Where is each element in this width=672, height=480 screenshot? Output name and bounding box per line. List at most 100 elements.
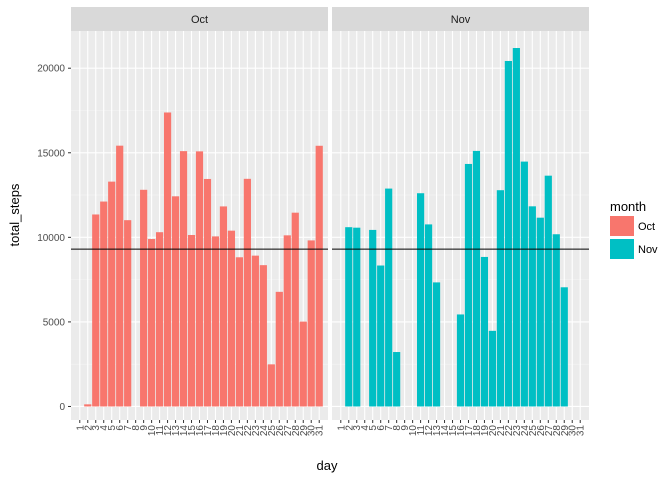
x-tick-label: 1: [75, 425, 86, 431]
x-tick-label: 19: [219, 425, 230, 437]
x-tick-label: 28: [552, 425, 563, 437]
x-tick-label: 9: [400, 425, 411, 431]
x-tick-label: 24: [520, 425, 531, 437]
bar: [536, 217, 544, 407]
bar: [187, 234, 196, 407]
bar: [315, 145, 323, 407]
y-tick-label: 5000: [43, 317, 66, 328]
x-tick-label: 17: [203, 425, 214, 437]
bar: [520, 161, 528, 407]
bar: [156, 232, 164, 407]
x-tick-label: 19: [480, 425, 491, 437]
bar: [267, 364, 275, 407]
bar: [243, 178, 251, 407]
bar: [92, 214, 100, 407]
x-tick-label: 10: [408, 425, 419, 437]
x-tick-label: 25: [528, 425, 539, 437]
panel-oct: Oct1234567891011121314151617181920212223…: [71, 7, 328, 436]
bar: [275, 291, 283, 407]
x-tick-label: 3: [91, 425, 102, 431]
x-tick-label: 28: [291, 425, 302, 437]
x-tick-label: 16: [195, 425, 206, 437]
bar: [552, 234, 560, 407]
panel-nov: Nov1234567891011121314151617181920212223…: [332, 7, 589, 436]
x-tick-label: 2: [344, 425, 355, 431]
x-tick-label: 23: [251, 425, 262, 437]
x-tick-label: 11: [416, 425, 427, 436]
bar: [504, 60, 512, 407]
panel-strip: [71, 7, 328, 31]
bar: [512, 48, 520, 407]
bar: [211, 236, 220, 407]
bar: [84, 404, 92, 407]
x-tick-label: 9: [139, 425, 150, 431]
x-tick-label: 23: [512, 425, 523, 437]
bar: [544, 175, 552, 407]
x-tick-label: 16: [456, 425, 467, 437]
x-tick-label: 12: [163, 425, 174, 437]
x-tick-label: 6: [376, 425, 387, 431]
bar: [116, 145, 124, 407]
bar: [464, 163, 473, 407]
bar: [393, 352, 401, 407]
bar: [417, 193, 425, 407]
bar: [195, 151, 204, 407]
bar: [291, 212, 299, 407]
x-tick-label: 20: [488, 425, 499, 437]
x-tick-label: 18: [472, 425, 483, 437]
x-tick-label: 21: [496, 425, 507, 437]
x-tick-label: 7: [384, 425, 395, 431]
bar: [496, 190, 504, 407]
x-tick-label: 14: [440, 425, 451, 437]
bar: [385, 188, 393, 407]
x-tick-label: 30: [568, 425, 579, 437]
x-tick-label: 4: [99, 425, 110, 431]
x-tick-label: 31: [315, 425, 326, 437]
x-tick-label: 13: [432, 425, 443, 437]
bar: [259, 265, 267, 407]
y-axis: 0 5000 10000 15000 20000: [37, 64, 71, 413]
x-tick-label: 20: [227, 425, 238, 437]
bar: [108, 181, 116, 407]
y-tick-label: 10000: [37, 233, 65, 244]
x-tick-label: 2: [83, 425, 94, 431]
bar: [472, 150, 481, 407]
bar: [148, 239, 156, 407]
x-tick-label: 4: [360, 425, 371, 431]
x-tick-label: 15: [448, 425, 459, 437]
bar: [377, 265, 385, 407]
x-tick-label: 8: [131, 425, 142, 431]
x-tick-label: 10: [147, 425, 158, 437]
bar: [283, 235, 291, 407]
x-tick-label: 7: [123, 425, 134, 431]
y-tick-label: 0: [59, 402, 65, 413]
bar: [171, 196, 180, 407]
legend-label-oct: Oct: [638, 221, 655, 233]
bar: [528, 206, 536, 407]
x-tick-label: 25: [267, 425, 278, 437]
bar: [432, 282, 441, 407]
panel-strip-label: Oct: [191, 14, 208, 26]
legend-label-nov: Nov: [638, 244, 658, 256]
x-tick-label: 27: [544, 425, 555, 437]
x-tick-label: 27: [283, 425, 294, 437]
bar: [299, 321, 307, 407]
x-tick-label: 17: [464, 425, 475, 437]
x-tick-label: 30: [307, 425, 318, 437]
bar: [100, 201, 108, 407]
legend-key-oct: [610, 216, 634, 236]
bar: [140, 189, 148, 407]
bar: [203, 178, 212, 407]
x-tick-label: 31: [576, 425, 587, 437]
x-tick-label: 13: [171, 425, 182, 437]
bar: [456, 314, 465, 407]
y-tick-label: 15000: [37, 148, 65, 159]
bar: [353, 227, 361, 407]
x-tick-label: 14: [179, 425, 190, 437]
bar: [179, 151, 188, 407]
legend-key-nov: [610, 239, 634, 259]
x-tick-label: 24: [259, 425, 270, 437]
bar: [227, 230, 236, 407]
x-tick-label: 22: [504, 425, 515, 437]
